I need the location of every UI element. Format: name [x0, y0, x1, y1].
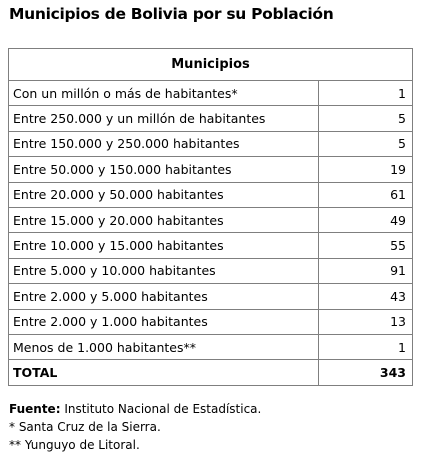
row-label: Entre 250.000 y un millón de habitantes — [8, 105, 319, 132]
total-value: 343 — [318, 359, 413, 386]
row-value: 43 — [318, 283, 413, 310]
table-header-row: Municipios — [8, 48, 413, 81]
table-row: Entre 150.000 y 250.000 habitantes 5 — [8, 130, 413, 158]
table-row: Entre 5.000 y 10.000 habitantes 91 — [8, 257, 413, 285]
row-value: 1 — [318, 79, 413, 107]
row-label: Entre 10.000 y 15.000 habitantes — [8, 232, 319, 259]
table-row: Entre 250.000 y un millón de habitantes … — [8, 105, 413, 132]
row-label: Entre 50.000 y 150.000 habitantes — [8, 156, 319, 183]
table-header: Municipios — [8, 48, 413, 81]
table-row: Entre 2.000 y 1.000 habitantes 13 — [8, 308, 413, 335]
footnote-1: * Santa Cruz de la Sierra. — [9, 420, 161, 434]
table-row: Entre 20.000 y 50.000 habitantes 61 — [8, 181, 413, 208]
row-label: Con un millón o más de habitantes* — [8, 79, 319, 107]
row-label: Entre 20.000 y 50.000 habitantes — [8, 181, 319, 208]
table-row: Con un millón o más de habitantes* 1 — [8, 79, 413, 107]
row-value: 49 — [318, 206, 413, 234]
row-label: Entre 150.000 y 250.000 habitantes — [8, 130, 319, 158]
row-label: Entre 2.000 y 1.000 habitantes — [8, 308, 319, 335]
row-value: 13 — [318, 308, 413, 335]
source-label: Fuente: — [9, 402, 61, 416]
footnotes: Fuente: Instituto Nacional de Estadístic… — [9, 400, 261, 454]
row-value: 55 — [318, 232, 413, 259]
page-title: Municipios de Bolivia por su Población — [9, 5, 334, 23]
table-row: Entre 15.000 y 20.000 habitantes 49 — [8, 206, 413, 234]
row-label: Entre 15.000 y 20.000 habitantes — [8, 206, 319, 234]
row-value: 5 — [318, 105, 413, 132]
total-row: TOTAL 343 — [8, 359, 413, 386]
table-row: Entre 2.000 y 5.000 habitantes 43 — [8, 283, 413, 310]
row-value: 5 — [318, 130, 413, 158]
municipios-table: Municipios Con un millón o más de habita… — [8, 48, 413, 386]
table-row: Entre 50.000 y 150.000 habitantes 19 — [8, 156, 413, 183]
row-label: Entre 5.000 y 10.000 habitantes — [8, 257, 319, 285]
footnote-2: ** Yunguyo de Litoral. — [9, 438, 140, 452]
total-label: TOTAL — [8, 359, 319, 386]
table-row: Menos de 1.000 habitantes** 1 — [8, 333, 413, 361]
row-value: 91 — [318, 257, 413, 285]
source-text: Instituto Nacional de Estadística. — [60, 402, 262, 416]
row-label: Menos de 1.000 habitantes** — [8, 333, 319, 361]
source-note: Fuente: Instituto Nacional de Estadístic… — [9, 400, 261, 418]
row-value: 19 — [318, 156, 413, 183]
row-label: Entre 2.000 y 5.000 habitantes — [8, 283, 319, 310]
table-row: Entre 10.000 y 15.000 habitantes 55 — [8, 232, 413, 259]
row-value: 1 — [318, 333, 413, 361]
row-value: 61 — [318, 181, 413, 208]
